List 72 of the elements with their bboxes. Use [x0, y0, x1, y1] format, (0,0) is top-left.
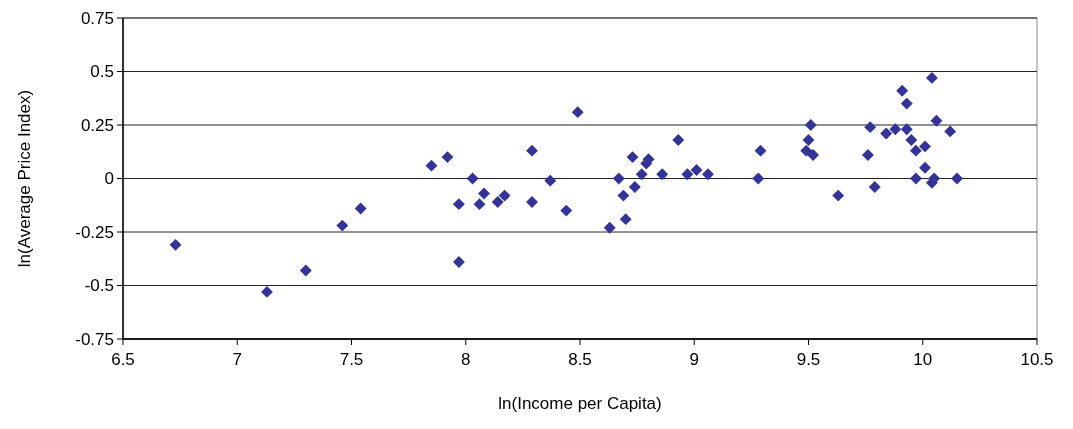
- y-tick-label: 0.5: [90, 62, 114, 82]
- point: [498, 189, 511, 202]
- point: [603, 221, 616, 234]
- point: [919, 140, 931, 153]
- point: [473, 198, 486, 211]
- point: [925, 71, 938, 84]
- point: [909, 172, 922, 185]
- point: [544, 174, 557, 187]
- point: [690, 164, 703, 176]
- point: [951, 172, 963, 185]
- point: [672, 134, 685, 146]
- point: [754, 144, 767, 157]
- point: [656, 168, 669, 181]
- point: [261, 285, 273, 298]
- point: [635, 168, 648, 181]
- point: [919, 161, 931, 174]
- point: [626, 151, 639, 164]
- point: [491, 196, 504, 208]
- point: [800, 144, 813, 157]
- point: [804, 119, 817, 131]
- y-tick-label: -0.25: [75, 222, 114, 242]
- x-tick-label: 8.5: [568, 350, 592, 369]
- x-tick-label: 7.5: [339, 350, 364, 369]
- point: [909, 144, 922, 157]
- point: [880, 127, 893, 140]
- point: [889, 123, 902, 136]
- point: [354, 202, 367, 215]
- point: [571, 106, 584, 119]
- x-tick-label: 6.5: [111, 350, 135, 369]
- point: [802, 134, 815, 146]
- x-axis-title: ln(Income per Capita): [498, 394, 662, 413]
- x-tick-label: 8: [461, 350, 471, 369]
- point: [896, 84, 909, 97]
- point: [861, 149, 874, 161]
- point: [560, 204, 573, 217]
- point: [336, 219, 349, 232]
- point: [169, 238, 182, 251]
- y-tick-label: -0.75: [75, 329, 114, 349]
- point: [807, 149, 820, 161]
- point: [930, 114, 943, 127]
- point: [612, 172, 625, 185]
- y-tick-label: 0.25: [80, 115, 114, 135]
- point: [425, 159, 438, 172]
- point: [752, 172, 765, 185]
- point: [441, 151, 454, 164]
- point: [702, 168, 714, 181]
- y-tick-label: 0: [104, 169, 114, 189]
- point: [452, 198, 465, 211]
- point: [628, 181, 641, 193]
- point: [478, 187, 490, 200]
- point: [944, 125, 957, 138]
- point: [905, 134, 918, 146]
- point: [868, 181, 881, 193]
- y-axis-title: ln(Average Price Index): [15, 89, 34, 268]
- point: [681, 168, 694, 181]
- point: [466, 172, 479, 185]
- x-tick-label: 9.5: [796, 350, 821, 369]
- point: [900, 97, 913, 110]
- point: [617, 189, 630, 202]
- point: [452, 256, 465, 268]
- point: [299, 264, 312, 277]
- point: [526, 144, 538, 157]
- point: [619, 213, 632, 226]
- point: [832, 189, 845, 202]
- x-tick-label: 10.5: [1020, 350, 1054, 369]
- point: [864, 121, 877, 134]
- y-tick-label: -0.5: [84, 276, 114, 296]
- point: [900, 123, 913, 136]
- x-tick-label: 7: [232, 350, 242, 369]
- x-tick-label: 9: [689, 350, 699, 369]
- x-tick-label: 10: [913, 350, 933, 369]
- y-tick-label: 0.75: [80, 8, 114, 28]
